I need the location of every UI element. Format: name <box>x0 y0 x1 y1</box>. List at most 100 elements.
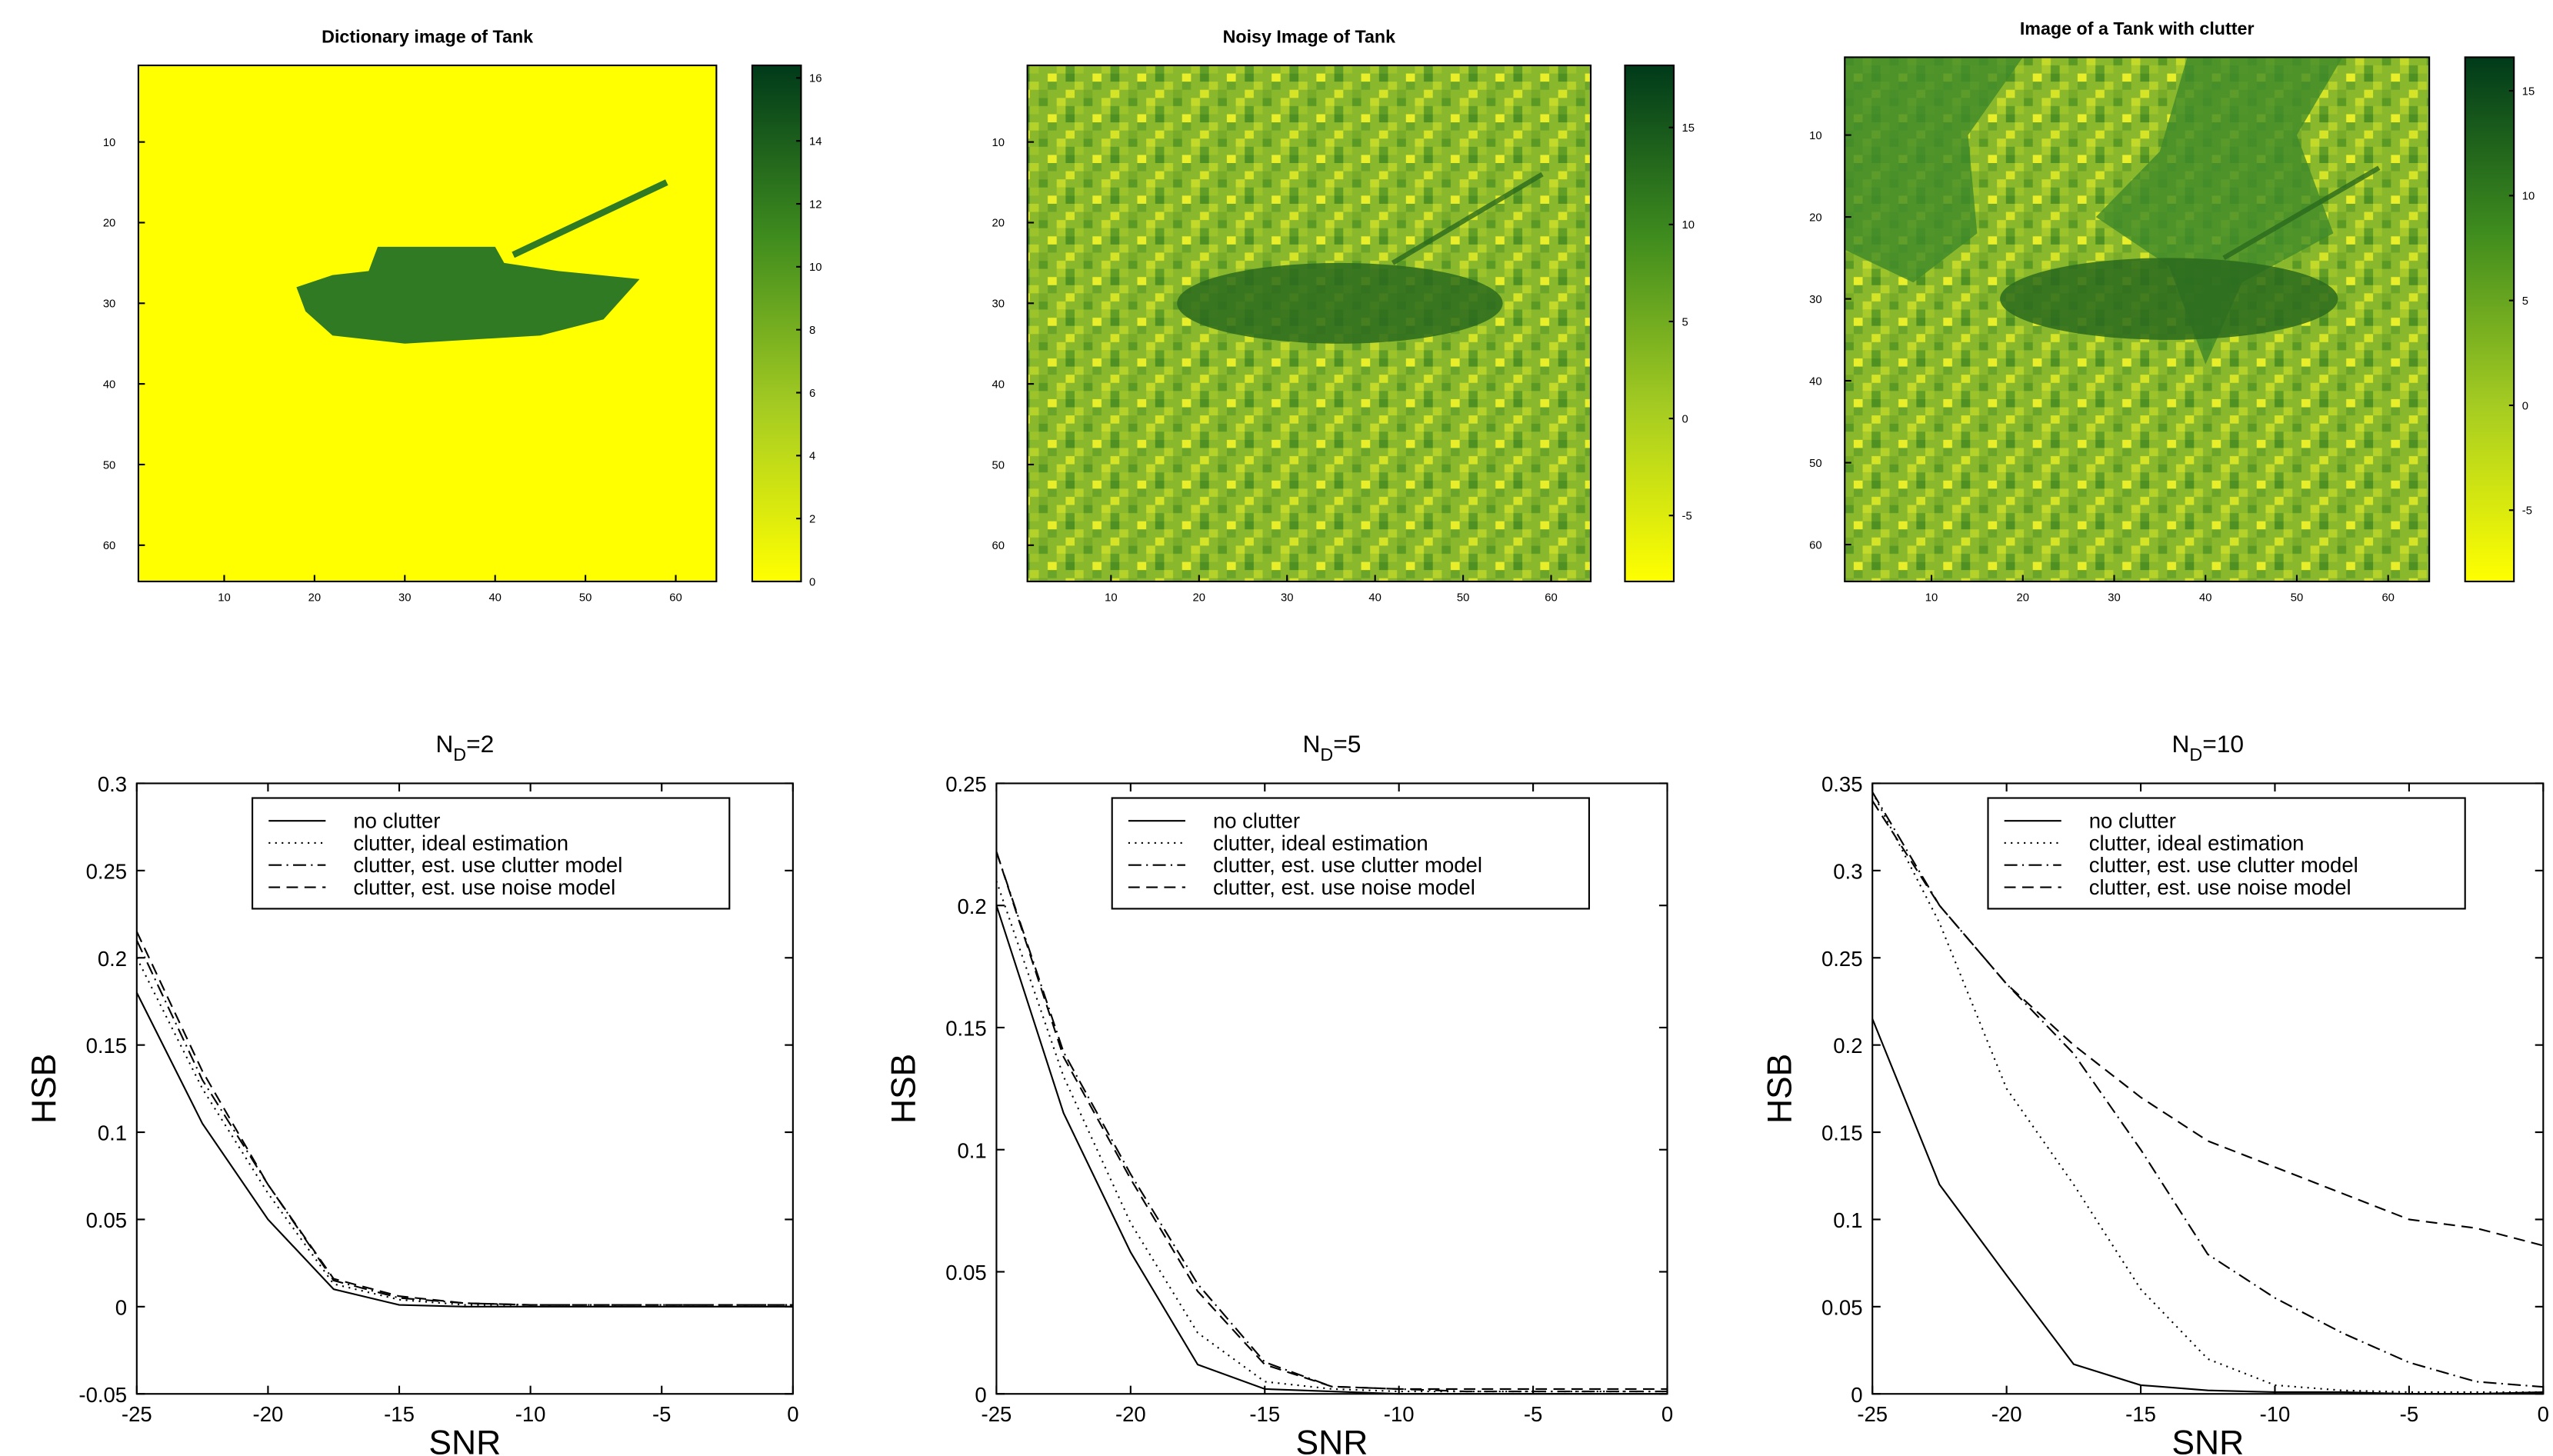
title-base: N <box>2171 730 2189 758</box>
x-tick-label: -25 <box>1857 1402 1888 1426</box>
x-tick-label: 10 <box>1105 591 1117 604</box>
series-line <box>1871 791 2544 1388</box>
y-axis-label: HSB <box>885 1054 923 1124</box>
colorbar-tick-label: 0 <box>2522 400 2528 412</box>
colorbar-tick-label: -5 <box>1682 511 1692 523</box>
legend-label: clutter, est. use noise model <box>2089 875 2351 899</box>
y-axis-label: HSB <box>25 1054 63 1124</box>
y-tick-label: 40 <box>1809 375 1821 388</box>
title-subscript: D <box>2189 745 2202 765</box>
y-tick-label: 30 <box>103 298 115 311</box>
x-axis-label: SNR <box>1296 1424 1368 1456</box>
y-tick-label: 0.1 <box>1833 1208 1862 1232</box>
x-tick-label: -25 <box>122 1402 152 1426</box>
x-tick-label: 30 <box>1281 591 1293 604</box>
heatmap-image <box>138 65 717 581</box>
legend-box <box>1111 797 1590 910</box>
colorbar-tick-label: 10 <box>809 262 822 274</box>
y-tick-label: 0.05 <box>945 1261 987 1284</box>
colorbar-tick-label: 5 <box>1682 316 1688 328</box>
colorbar-tick-label: 0 <box>809 576 815 588</box>
y-tick-label: 0 <box>115 1295 127 1319</box>
y-tick-label: 0.35 <box>1821 772 1863 796</box>
x-tick-label: 20 <box>2017 591 2029 604</box>
title-rest: =10 <box>2202 730 2244 758</box>
x-tick-label: -20 <box>1115 1402 1146 1426</box>
y-tick-label: 10 <box>992 137 1005 149</box>
colorbar <box>751 64 802 583</box>
x-tick-label: 40 <box>2199 591 2211 604</box>
tank-shape <box>1177 262 1503 344</box>
y-tick-label: 0.1 <box>957 1138 986 1162</box>
y-tick-label: 60 <box>1809 539 1821 551</box>
y-tick-label: 0 <box>975 1383 986 1407</box>
y-tick-label: 60 <box>103 540 115 552</box>
x-tick-label: -10 <box>1384 1402 1415 1426</box>
series-line <box>135 992 793 1308</box>
x-tick-label: 30 <box>2108 591 2120 604</box>
y-tick-label: 0.1 <box>98 1121 127 1145</box>
title-rest: =2 <box>466 730 494 758</box>
x-tick-label: -15 <box>384 1402 415 1426</box>
colorbar-tick-label: 6 <box>809 388 815 400</box>
y-tick-label: 40 <box>103 378 115 391</box>
y-tick-label: 20 <box>103 218 115 230</box>
legend-label: clutter, est. use clutter model <box>353 853 622 877</box>
series-line <box>995 881 1668 1393</box>
legend-label: clutter, est. use noise model <box>1213 875 1475 899</box>
y-tick-label: 0.3 <box>98 772 127 796</box>
x-tick-label: 0 <box>1661 1402 1673 1426</box>
y-tick-label: 0.3 <box>1833 859 1862 883</box>
axes-frame <box>1844 56 2431 583</box>
y-tick-label: 0.2 <box>98 947 127 971</box>
y-tick-label: -0.05 <box>78 1383 127 1407</box>
x-tick-label: 60 <box>2381 591 2394 604</box>
series-line <box>1871 791 2544 1394</box>
legend-label: clutter, est. use noise model <box>353 875 615 899</box>
x-tick-label: -25 <box>982 1402 1012 1426</box>
chart-title: Noisy Image of Tank <box>1223 26 1396 46</box>
y-tick-label: 20 <box>992 218 1005 230</box>
colorbar-tick-label: 10 <box>1682 219 1695 232</box>
colorbar <box>2464 56 2515 583</box>
title-base: N <box>435 730 453 758</box>
y-tick-label: 0 <box>1851 1383 1862 1407</box>
axes-frame <box>1026 64 1592 583</box>
x-tick-label: -5 <box>2400 1402 2418 1426</box>
x-tick-label: -5 <box>1524 1402 1542 1426</box>
tank-shape <box>296 246 640 344</box>
y-tick-label: 0.15 <box>945 1017 987 1041</box>
y-tick-label: 20 <box>1809 212 1821 224</box>
legend-box <box>252 797 731 910</box>
x-tick-label: 20 <box>308 591 321 604</box>
x-tick-label: 20 <box>1193 591 1205 604</box>
x-tick-label: 10 <box>1925 591 1938 604</box>
series-line <box>1871 800 2544 1247</box>
chart-title: Dictionary image of Tank <box>322 26 533 46</box>
x-tick-label: -20 <box>253 1402 284 1426</box>
y-tick-label: 0.05 <box>86 1208 128 1232</box>
x-tick-label: -5 <box>652 1402 671 1426</box>
series-line <box>135 957 793 1306</box>
y-tick-label: 0.05 <box>1821 1295 1863 1319</box>
x-tick-label: -10 <box>2260 1402 2291 1426</box>
x-tick-label: 60 <box>1545 591 1557 604</box>
y-tick-label: 0.2 <box>957 895 986 918</box>
x-tick-label: 40 <box>488 591 501 604</box>
colorbar-tick-label: 2 <box>809 513 815 525</box>
colorbar-tick-label: 8 <box>809 325 815 337</box>
x-tick-label: 50 <box>2291 591 2303 604</box>
colorbar <box>1624 64 1675 583</box>
x-tick-label: -10 <box>515 1402 546 1426</box>
colorbar-tick-label: 4 <box>809 451 815 463</box>
colorbar-tick-label: 5 <box>2522 295 2528 308</box>
title-subscript: D <box>1320 745 1333 765</box>
x-tick-label: 0 <box>787 1402 798 1426</box>
colorbar-tick-label: 10 <box>2522 191 2535 203</box>
y-tick-label: 40 <box>992 378 1005 391</box>
legend-label: no clutter <box>1213 809 1300 833</box>
y-axis-label: HSB <box>1761 1054 1798 1124</box>
y-tick-label: 0.15 <box>1821 1121 1863 1145</box>
chart-title: ND=5 <box>1302 730 1361 765</box>
